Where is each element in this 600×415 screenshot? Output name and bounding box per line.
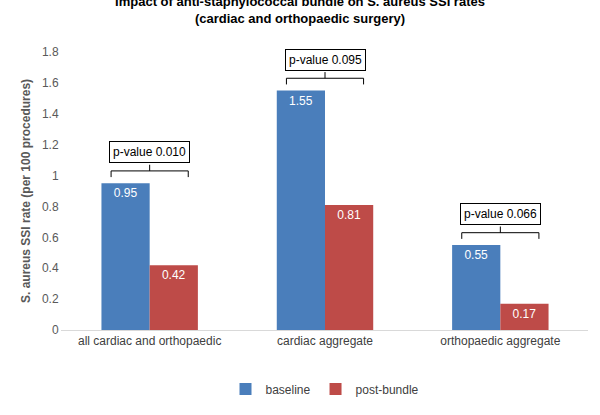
svg-text:0.55: 0.55 (464, 248, 488, 262)
svg-text:0.8: 0.8 (42, 200, 59, 214)
svg-text:p-value 0.010: p-value 0.010 (113, 145, 186, 159)
svg-text:0.81: 0.81 (337, 208, 361, 222)
svg-text:0.2: 0.2 (42, 292, 59, 306)
svg-text:Impact of anti-staphylococcal: Impact of anti-staphylococcal bundle on … (115, 0, 485, 26)
svg-text:0.95: 0.95 (114, 186, 138, 200)
svg-text:0.6: 0.6 (42, 231, 59, 245)
svg-text:1.2: 1.2 (42, 138, 59, 152)
svg-text:baseline: baseline (266, 383, 311, 397)
svg-text:orthopaedic aggregate: orthopaedic aggregate (440, 334, 560, 348)
svg-text:p-value 0.095: p-value 0.095 (289, 53, 362, 67)
svg-text:cardiac aggregate: cardiac aggregate (277, 334, 373, 348)
svg-text:all cardiac and orthopaedic: all cardiac and orthopaedic (78, 334, 221, 348)
svg-text:1: 1 (52, 169, 59, 183)
svg-text:1.8: 1.8 (42, 45, 59, 59)
svg-text:0.4: 0.4 (42, 261, 59, 275)
svg-text:S. aureus SSI rate (per 100 pr: S. aureus SSI rate (per 100 procedures) (19, 79, 33, 303)
svg-text:post-bundle: post-bundle (356, 383, 419, 397)
svg-text:0.17: 0.17 (513, 307, 537, 321)
svg-text:0.42: 0.42 (162, 268, 186, 282)
svg-text:1.4: 1.4 (42, 107, 59, 121)
svg-text:p-value 0.066: p-value 0.066 (464, 207, 537, 221)
svg-text:1.6: 1.6 (42, 76, 59, 90)
svg-text:0: 0 (52, 323, 59, 337)
svg-text:1.55: 1.55 (289, 94, 313, 108)
